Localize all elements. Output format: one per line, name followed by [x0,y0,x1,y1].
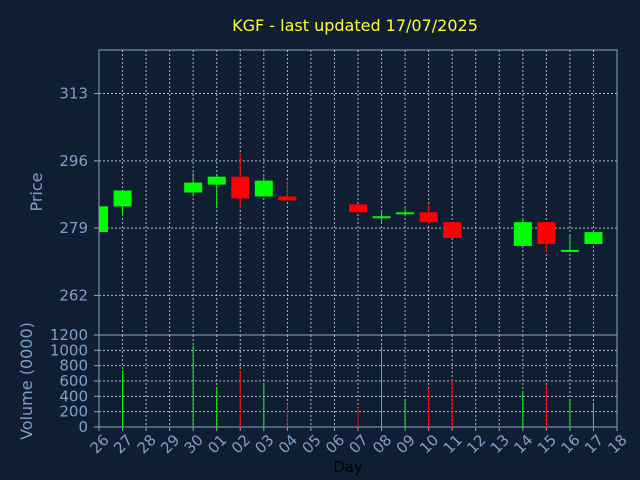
x-tick-label: 27 [110,431,136,457]
price-tick-label: 262 [59,286,88,304]
price-tick-label: 313 [59,85,88,103]
x-tick-label: 18 [605,431,631,457]
volume-tick-label: 0 [78,418,88,436]
x-tick-label: 11 [440,431,466,457]
x-tick-label: 01 [204,431,230,457]
volume-tick-label: 800 [59,357,88,375]
volume-tick-label: 1200 [50,326,88,344]
candle-body [419,212,438,223]
x-tick-label: 29 [157,431,183,457]
volume-tick-label: 400 [59,387,88,405]
candle-body [231,176,250,199]
x-tick-label: 07 [346,431,372,457]
candle-body [113,190,132,207]
candle-body [513,222,532,246]
candle-body [349,204,367,213]
x-tick-label: 14 [510,431,536,457]
x-tick-label: 04 [275,431,301,457]
candle-body [254,180,273,197]
x-tick-label: 08 [369,431,395,457]
volume-tick-label: 1000 [50,341,88,359]
volume-tick-label: 600 [59,372,88,390]
x-tick-label: 28 [134,431,160,457]
candle-group [99,152,603,252]
volume-axis-label: Volume (0000) [17,322,36,440]
candle-body [372,216,391,219]
x-tick-label: 26 [87,431,113,457]
volume-panel: 0200400600800100012002627282930010203040… [50,326,631,457]
candle-body [560,249,579,252]
candle-body [278,196,297,201]
x-tick-label: 16 [557,431,583,457]
x-tick-label: 03 [251,431,277,457]
candle-body [537,222,556,244]
x-tick-label: 13 [487,431,513,457]
x-tick-label: 05 [298,431,324,457]
price-tick-label: 279 [59,219,88,237]
candle-body [443,222,462,239]
x-tick-label: 09 [393,431,419,457]
x-tick-label: 10 [416,431,442,457]
chart-title: KGF - last updated 17/07/2025 [232,16,478,35]
x-tick-label: 06 [322,431,348,457]
candle-body [207,176,226,185]
x-tick-label: 15 [534,431,560,457]
candle-body [184,182,203,193]
price-tick-label: 296 [59,152,88,170]
x-tick-label: 30 [181,431,207,457]
x-axis-label: Day [333,458,363,476]
x-tick-label: 17 [581,431,607,457]
x-tick-label: 12 [463,431,489,457]
price-axis-label: Price [27,172,46,211]
x-tick-label: 02 [228,431,254,457]
price-panel: 262 279 296 313 [59,49,618,336]
candle-body [99,206,108,233]
candle-body [396,212,415,215]
price-frame [98,49,618,336]
volume-tick-label: 200 [59,403,88,421]
candle-body [584,232,603,244]
